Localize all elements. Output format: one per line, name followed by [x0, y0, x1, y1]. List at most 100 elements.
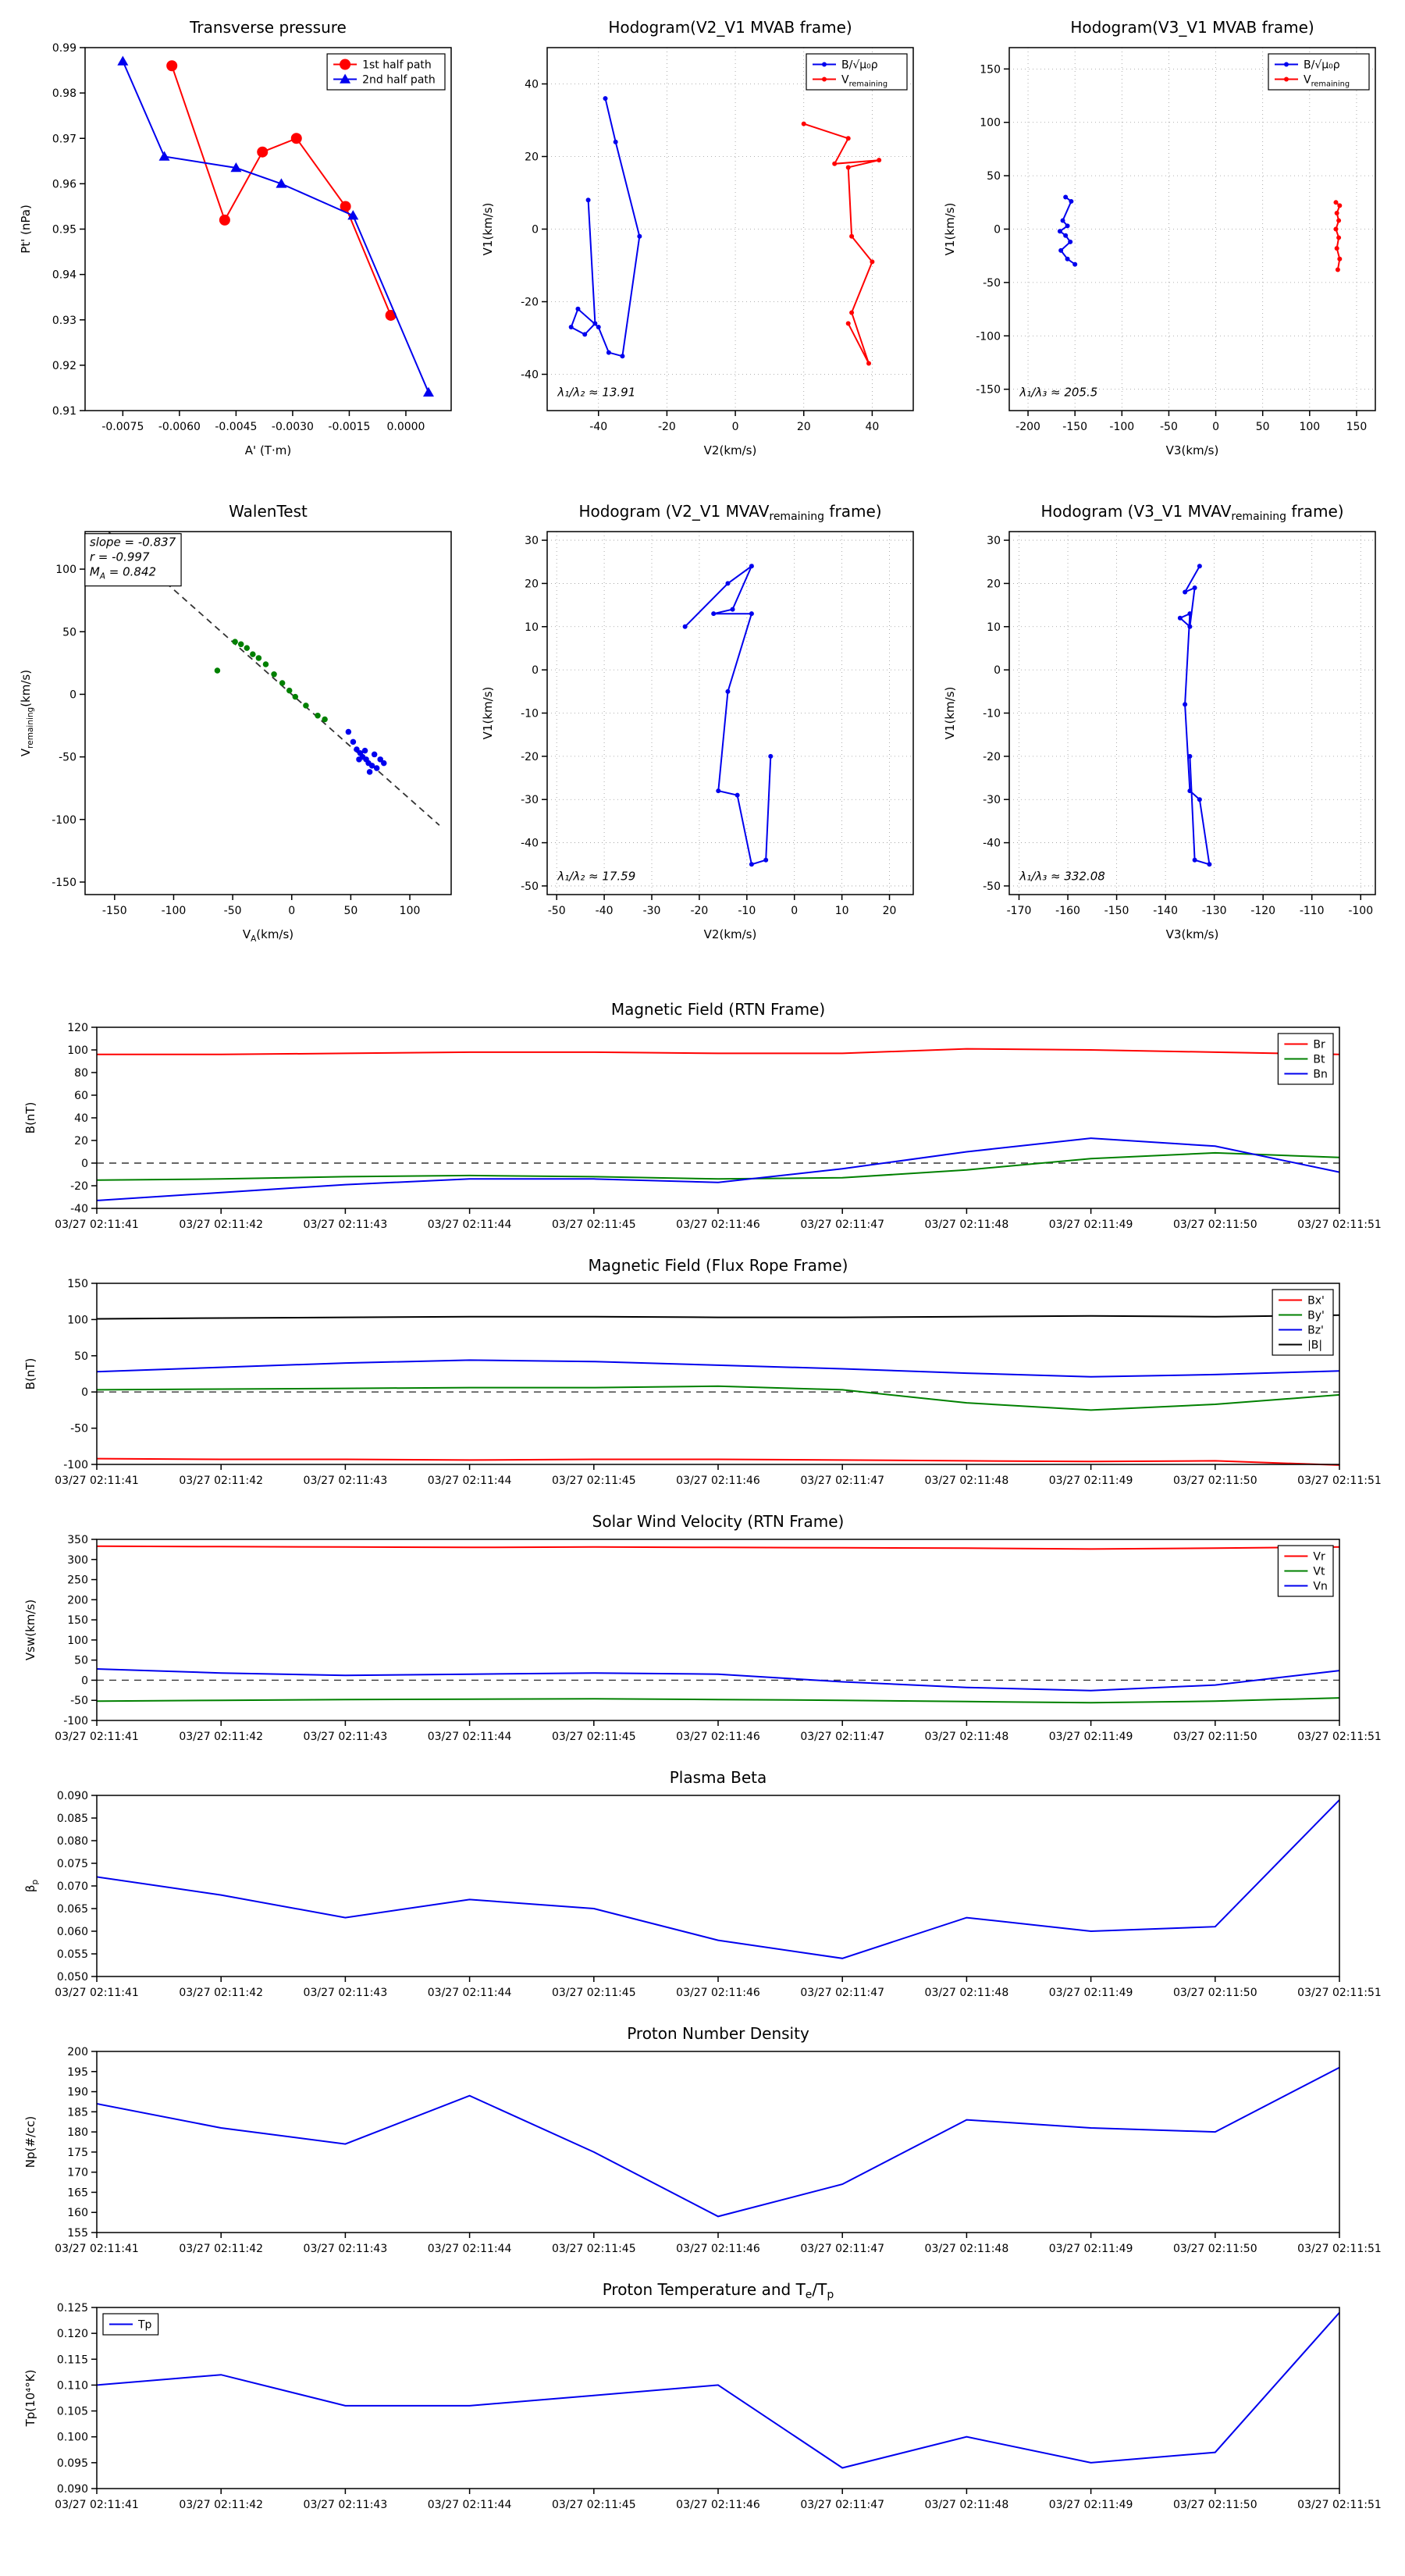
svg-text:-10: -10	[738, 905, 756, 917]
svg-text:Vremaining(km/s): Vremaining(km/s)	[19, 670, 35, 756]
svg-text:155: 155	[67, 2227, 88, 2240]
chart-hodogram-v3v1-mvav: -170 -160 -150 -140 -130 -120 -110 -100 -50 -40 -3…	[935, 496, 1388, 949]
svg-text:10: 10	[987, 621, 1001, 634]
svg-text:60: 60	[74, 1090, 88, 1102]
svg-text:0: 0	[791, 905, 798, 917]
svg-text:-100: -100	[162, 905, 187, 917]
svg-text:0: 0	[81, 1386, 88, 1399]
svg-text:-50: -50	[521, 881, 539, 893]
svg-text:V3(km/s): V3(km/s)	[1166, 927, 1219, 941]
svg-text:03/27 02:11:43: 03/27 02:11:43	[304, 1219, 388, 1231]
svg-text:-40: -40	[983, 838, 1001, 850]
svg-text:0.99: 0.99	[52, 42, 76, 55]
svg-text:-10: -10	[521, 708, 539, 720]
top-row-1: -0.0075 -0.0060 -0.0045 -0.0030 -0.0015 0.000…	[0, 0, 1405, 465]
svg-text:03/27 02:11:48: 03/27 02:11:48	[925, 2243, 1009, 2255]
hodogram-v2v1-mvab-svg: -40 -20 0 20 40 -40 -20 0 20 40 Hodogram(V2_V1 MVA…	[481, 18, 914, 457]
svg-text:V1(km/s): V1(km/s)	[943, 203, 957, 256]
svg-text:50: 50	[1256, 421, 1270, 433]
svg-text:V3(km/s): V3(km/s)	[1166, 443, 1219, 457]
svg-text:03/27 02:11:42: 03/27 02:11:42	[179, 2499, 263, 2511]
svg-text:0.050: 0.050	[57, 1971, 88, 1984]
svg-text:300: 300	[67, 1554, 88, 1567]
svg-text:03/27 02:11:42: 03/27 02:11:42	[179, 1475, 263, 1487]
svg-text:Magnetic Field (Flux Rope Fram: Magnetic Field (Flux Rope Frame)	[589, 1256, 848, 1275]
svg-text:0.115: 0.115	[57, 2354, 88, 2366]
svg-text:0.92: 0.92	[52, 360, 76, 372]
svg-text:0: 0	[732, 421, 739, 433]
svg-text:-40: -40	[596, 905, 614, 917]
svg-text:03/27 02:11:51: 03/27 02:11:51	[1297, 1219, 1382, 1231]
svg-text:0.060: 0.060	[57, 1926, 88, 1938]
svg-text:03/27 02:11:41: 03/27 02:11:41	[55, 2243, 139, 2255]
svg-text:B(nT): B(nT)	[23, 1102, 37, 1134]
svg-text:0: 0	[994, 224, 1001, 237]
svg-text:03/27 02:11:45: 03/27 02:11:45	[552, 1475, 636, 1487]
svg-text:0: 0	[532, 664, 539, 677]
svg-text:03/27 02:11:50: 03/27 02:11:50	[1173, 1987, 1257, 1999]
hodogram-v3v1-mvav-svg: -170 -160 -150 -140 -130 -120 -110 -100-50-40-3…	[943, 502, 1376, 941]
svg-text:03/27 02:11:45: 03/27 02:11:45	[552, 1219, 636, 1231]
svg-text:-150: -150	[1104, 905, 1129, 917]
svg-text:03/27 02:11:46: 03/27 02:11:46	[676, 1475, 760, 1487]
svg-text:λ₁/λ₃ ≈ 332.08: λ₁/λ₃ ≈ 332.08	[1019, 869, 1104, 883]
svg-text:0.98: 0.98	[52, 87, 76, 100]
svg-text:-150: -150	[976, 384, 1001, 397]
svg-text:40: 40	[865, 421, 879, 433]
svg-text:slope = -0.837: slope = -0.837	[90, 535, 176, 550]
svg-text:50: 50	[74, 1655, 88, 1667]
svg-text:03/27 02:11:51: 03/27 02:11:51	[1297, 1731, 1382, 1743]
svg-text:03/27 02:11:48: 03/27 02:11:48	[925, 2499, 1009, 2511]
chart-proton-temperature: 03/27 02:11:41 03/27 02:11:42 03/27 02:11:…	[11, 2276, 1394, 2526]
svg-text:2nd half path: 2nd half path	[362, 74, 436, 87]
svg-text:03/27 02:11:51: 03/27 02:11:51	[1297, 1475, 1382, 1487]
svg-text:-100: -100	[52, 814, 76, 827]
svg-text:160: 160	[67, 2207, 88, 2219]
svg-text:03/27 02:11:50: 03/27 02:11:50	[1173, 2243, 1257, 2255]
svg-text:0: 0	[81, 1674, 88, 1687]
svg-text:0.110: 0.110	[57, 2379, 88, 2392]
svg-text:-100: -100	[1348, 905, 1373, 917]
svg-text:Hodogram(V3_V1 MVAB frame): Hodogram(V3_V1 MVAB frame)	[1070, 18, 1314, 37]
svg-text:175: 175	[67, 2147, 88, 2159]
svg-text:03/27 02:11:47: 03/27 02:11:47	[800, 1475, 884, 1487]
svg-text:0.94: 0.94	[52, 269, 76, 282]
svg-text:0.105: 0.105	[57, 2406, 88, 2418]
svg-text:20: 20	[987, 578, 1001, 590]
svg-text:0.91: 0.91	[52, 405, 76, 418]
svg-text:03/27 02:11:44: 03/27 02:11:44	[428, 1475, 512, 1487]
chart-hodogram-v3v1-mvab: -200 -150 -100 -50 0 50 100 150 -150 -100 -50 0 50 10…	[935, 12, 1388, 465]
svg-text:195: 195	[67, 2066, 88, 2079]
svg-text:03/27 02:11:46: 03/27 02:11:46	[676, 2243, 760, 2255]
svg-text:Br: Br	[1313, 1039, 1325, 1051]
hodogram-v3v1-mvab-svg: -200 -150 -100 -50 0 50 100 150 -150 -100 -50 0 50 10…	[943, 18, 1376, 457]
svg-text:-50: -50	[224, 905, 242, 917]
svg-text:-100: -100	[63, 1459, 88, 1471]
chart-solar-wind-velocity: 03/27 02:11:41 03/27 02:11:42 03/27 02:11:…	[11, 1508, 1394, 1758]
svg-text:λ₁/λ₂ ≈ 17.59: λ₁/λ₂ ≈ 17.59	[557, 869, 635, 883]
svg-text:03/27 02:11:49: 03/27 02:11:49	[1049, 1987, 1133, 1999]
svg-text:-40: -40	[70, 1203, 88, 1215]
svg-text:Proton Number Density: Proton Number Density	[627, 2024, 809, 2043]
walen-test-svg: -150 -100 -50 0 50 100 -150 -100 -50 0 50 100 WalenT…	[19, 502, 452, 944]
svg-text:-120: -120	[1250, 905, 1275, 917]
svg-text:10: 10	[525, 621, 539, 634]
svg-text:-20: -20	[658, 421, 676, 433]
svg-text:0: 0	[69, 688, 76, 701]
svg-text:03/27 02:11:49: 03/27 02:11:49	[1049, 2243, 1133, 2255]
svg-text:-10: -10	[983, 708, 1001, 720]
svg-text:B/√μ₀ρ: B/√μ₀ρ	[841, 59, 878, 72]
svg-text:03/27 02:11:51: 03/27 02:11:51	[1297, 2499, 1382, 2511]
svg-text:03/27 02:11:41: 03/27 02:11:41	[55, 2499, 139, 2511]
svg-text:Bx': Bx'	[1307, 1295, 1325, 1308]
chart-walen-test: -150 -100 -50 0 50 100 -150 -100 -50 0 50 100 WalenT…	[11, 496, 464, 949]
svg-text:20: 20	[883, 905, 897, 917]
svg-text:By': By'	[1307, 1310, 1325, 1322]
svg-text:-20: -20	[521, 297, 539, 309]
plasma-beta-svg: 03/27 02:11:41 03/27 02:11:42 03/27 02:11:…	[23, 1768, 1382, 1999]
svg-text:03/27 02:11:50: 03/27 02:11:50	[1173, 1475, 1257, 1487]
svg-text:-150: -150	[1062, 421, 1087, 433]
svg-text:B(nT): B(nT)	[23, 1358, 37, 1390]
svg-text:03/27 02:11:50: 03/27 02:11:50	[1173, 1219, 1257, 1231]
svg-text:-140: -140	[1153, 905, 1178, 917]
